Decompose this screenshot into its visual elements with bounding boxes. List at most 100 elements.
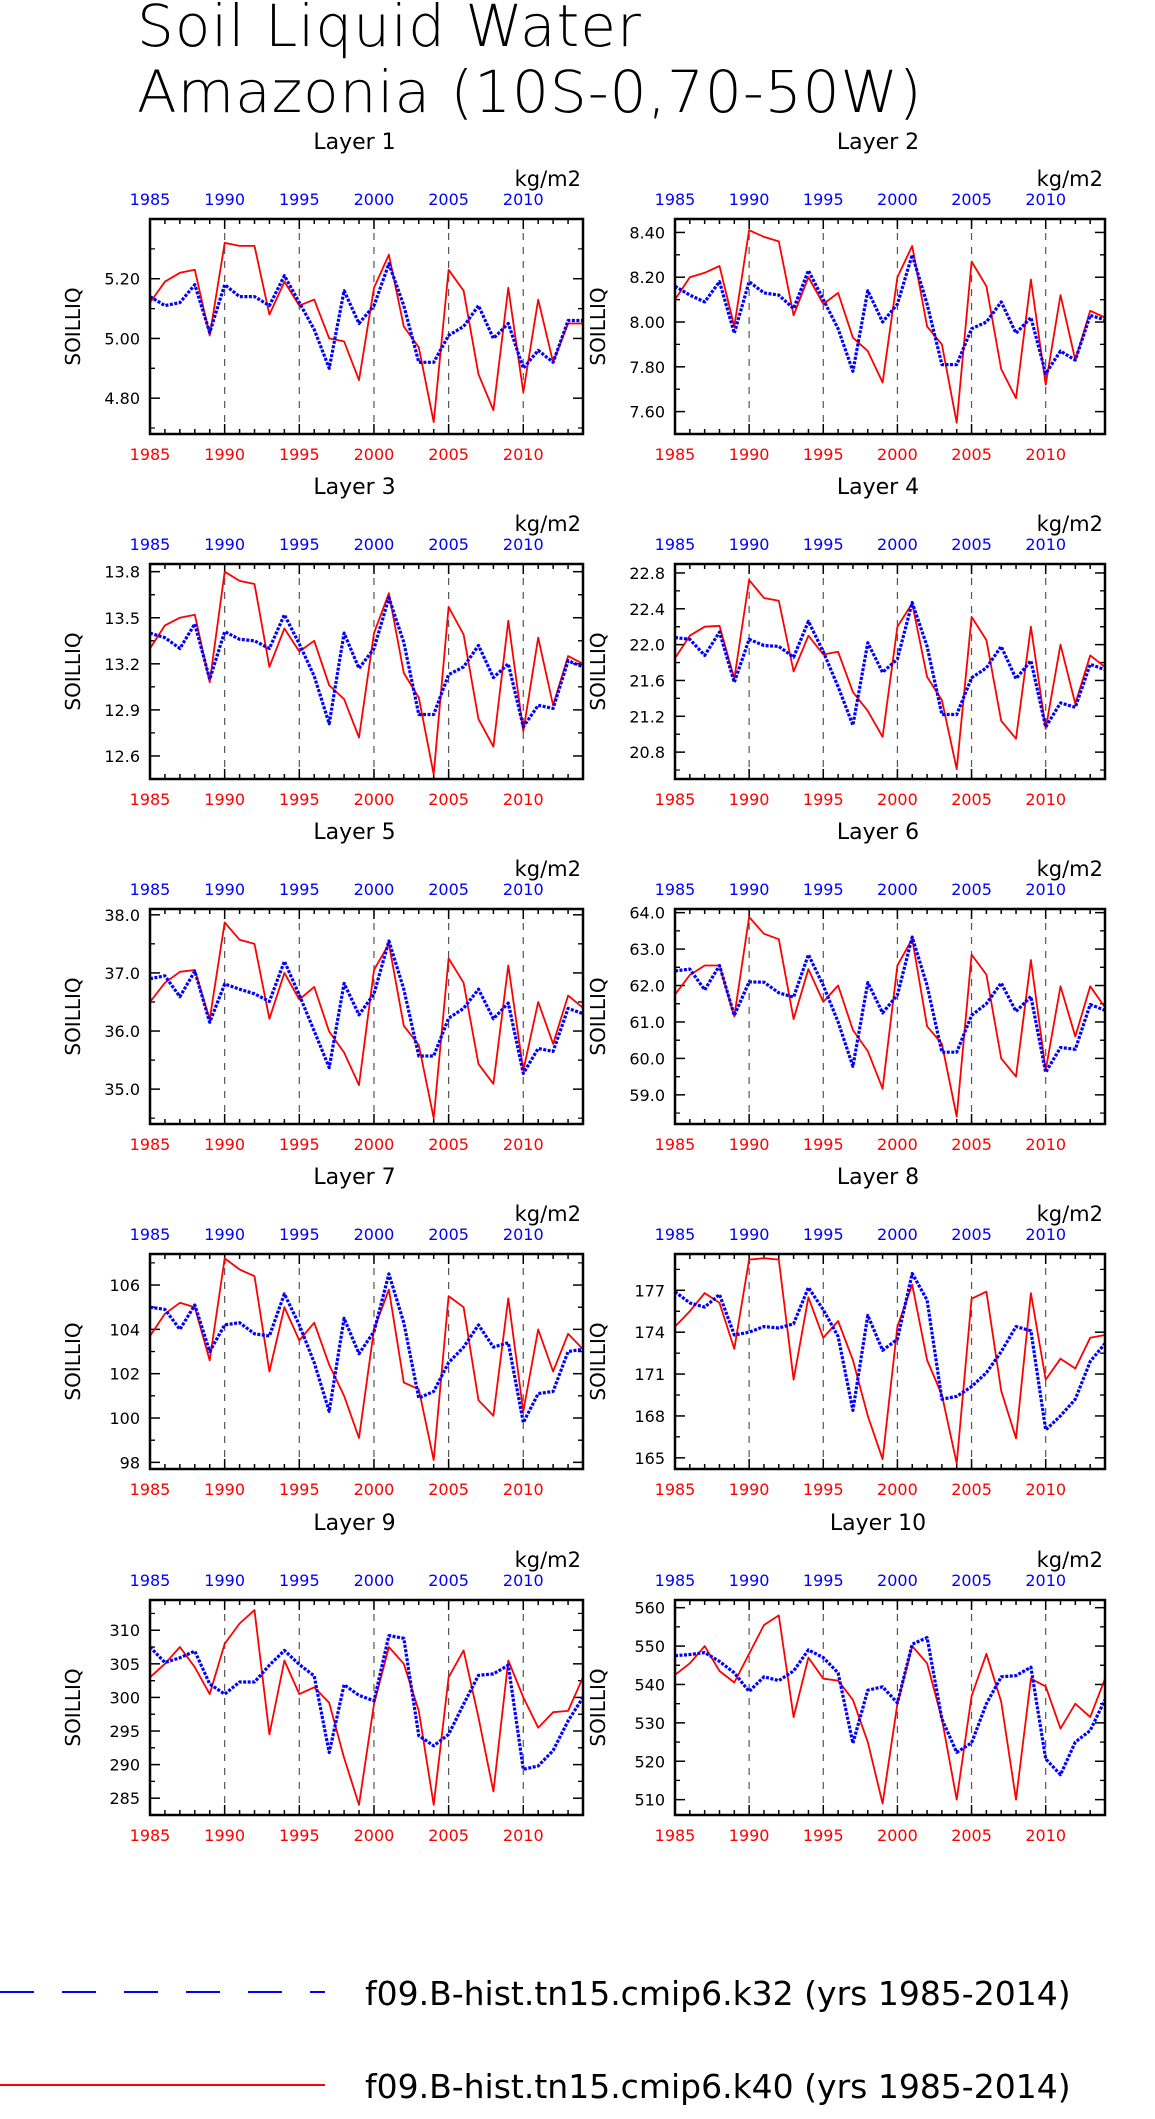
panel-title: Layer 6: [837, 820, 919, 845]
y-axis-label: SOILLIQ: [61, 1668, 85, 1746]
x-tick-label-bottom: 1990: [204, 445, 245, 464]
panel-title: Layer 10: [830, 1511, 926, 1536]
x-tick-label-bottom: 2010: [1025, 1826, 1066, 1845]
x-tick-label-bottom: 1995: [279, 1135, 320, 1154]
y-tick-label: 540: [634, 1675, 665, 1694]
x-tick-label-top: 2000: [354, 535, 395, 554]
x-tick-label-bottom: 2005: [951, 1135, 992, 1154]
x-tick-label-bottom: 2010: [503, 445, 544, 464]
panel-7: Layer 7 kg/m2 SOILLIQ 1985 1985 1990 1990 1995 1…: [61, 1165, 585, 1499]
x-tick-label-top: 2010: [503, 535, 544, 554]
panel-title: Layer 1: [313, 130, 395, 155]
y-tick-label: 60.0: [629, 1049, 665, 1068]
x-tick-label-bottom: 1990: [729, 1826, 770, 1845]
x-tick-label-top: 2010: [1025, 1571, 1066, 1590]
x-tick-label-bottom: 1995: [803, 1826, 844, 1845]
plot-frame: [673, 1252, 1107, 1471]
units-label: kg/m2: [1037, 857, 1103, 881]
x-tick-label-bottom: 1985: [655, 790, 696, 809]
x-tick-label-bottom: 1985: [655, 1826, 696, 1845]
y-tick-label: 13.8: [104, 563, 140, 582]
x-tick-label-top: 1990: [729, 880, 770, 899]
y-tick-label: 8.40: [629, 223, 665, 242]
x-tick-label-top: 2005: [951, 1571, 992, 1590]
series-k32-line: [674, 1271, 1107, 1432]
x-tick-label-top: 2005: [951, 190, 992, 209]
x-tick-label-bottom: 1985: [130, 1135, 171, 1154]
x-tick-label-top: 1995: [803, 1571, 844, 1590]
x-tick-label-bottom: 1990: [204, 1826, 245, 1845]
y-tick-label: 310: [109, 1621, 140, 1640]
y-axis-label: SOILLIQ: [586, 1668, 610, 1746]
x-tick-label-top: 1985: [130, 880, 171, 899]
x-tick-label-bottom: 2010: [503, 790, 544, 809]
x-tick-label-top: 2005: [951, 535, 992, 554]
plot-frame: [148, 562, 585, 781]
y-tick-label: 21.2: [629, 707, 665, 726]
y-tick-label: 7.80: [629, 358, 665, 377]
panel-title: Layer 3: [313, 475, 395, 500]
x-tick-label-bottom: 1985: [130, 1480, 171, 1499]
x-tick-label-top: 2000: [877, 1571, 918, 1590]
series-k32-line: [674, 600, 1106, 729]
x-tick-label-bottom: 1985: [655, 1480, 696, 1499]
x-tick-label-bottom: 1985: [655, 1135, 696, 1154]
x-tick-label-bottom: 2005: [951, 1480, 992, 1499]
units-label: kg/m2: [1037, 512, 1103, 536]
plot-frame: [673, 217, 1107, 436]
x-tick-label-top: 2000: [354, 1225, 395, 1244]
y-axis-label: SOILLIQ: [61, 977, 85, 1055]
y-tick-label: 22.0: [629, 636, 665, 655]
y-tick-label: 305: [109, 1655, 140, 1674]
y-tick-label: 174: [634, 1323, 665, 1342]
units-label: kg/m2: [515, 1202, 581, 1226]
y-axis-label: SOILLIQ: [586, 1322, 610, 1400]
y-tick-label: 35.0: [104, 1080, 140, 1099]
y-tick-label: 12.6: [104, 747, 140, 766]
y-tick-label: 59.0: [629, 1086, 665, 1105]
plot-frame: [673, 562, 1107, 781]
y-tick-label: 22.8: [629, 564, 665, 583]
y-tick-label: 63.0: [629, 940, 665, 959]
x-tick-label-bottom: 2000: [877, 1826, 918, 1845]
x-tick-label-bottom: 2000: [877, 1480, 918, 1499]
x-tick-label-top: 1995: [803, 535, 844, 554]
x-tick-label-top: 2000: [877, 1225, 918, 1244]
series-k32-line: [149, 1272, 584, 1425]
series-k40-line: [149, 1257, 584, 1461]
x-tick-label-bottom: 2010: [1025, 1480, 1066, 1499]
x-tick-label-top: 1985: [655, 1225, 696, 1244]
series-k40-line: [149, 241, 583, 424]
x-tick-label-bottom: 2010: [1025, 445, 1066, 464]
x-tick-label-top: 1985: [130, 535, 171, 554]
x-tick-label-bottom: 1985: [655, 445, 696, 464]
x-tick-label-top: 2010: [503, 190, 544, 209]
x-tick-label-top: 1995: [803, 1225, 844, 1244]
series-k40-line: [149, 570, 584, 776]
y-tick-label: 295: [109, 1722, 140, 1741]
x-tick-label-top: 1990: [204, 880, 245, 899]
plot-frame: [673, 907, 1107, 1126]
x-tick-label-top: 1990: [204, 1571, 245, 1590]
x-tick-label-top: 1990: [204, 535, 245, 554]
x-tick-label-top: 2005: [951, 880, 992, 899]
y-tick-label: 550: [634, 1637, 665, 1656]
x-tick-label-top: 1995: [279, 1225, 320, 1244]
y-tick-label: 98: [120, 1453, 140, 1472]
x-tick-label-top: 1995: [803, 190, 844, 209]
x-tick-label-top: 1990: [729, 1571, 770, 1590]
x-tick-label-top: 2005: [428, 190, 469, 209]
x-tick-label-bottom: 1995: [803, 790, 844, 809]
series-k40-line: [674, 1257, 1106, 1465]
x-tick-label-top: 1985: [130, 1571, 171, 1590]
y-axis-label: SOILLIQ: [61, 1322, 85, 1400]
x-tick-label-bottom: 1990: [204, 790, 245, 809]
units-label: kg/m2: [1037, 167, 1103, 191]
x-tick-label-bottom: 2005: [951, 790, 992, 809]
y-tick-label: 38.0: [104, 906, 140, 925]
x-tick-label-bottom: 1995: [279, 790, 320, 809]
x-tick-label-bottom: 2005: [428, 1826, 469, 1845]
x-tick-label-bottom: 1990: [729, 1135, 770, 1154]
units-label: kg/m2: [515, 857, 581, 881]
